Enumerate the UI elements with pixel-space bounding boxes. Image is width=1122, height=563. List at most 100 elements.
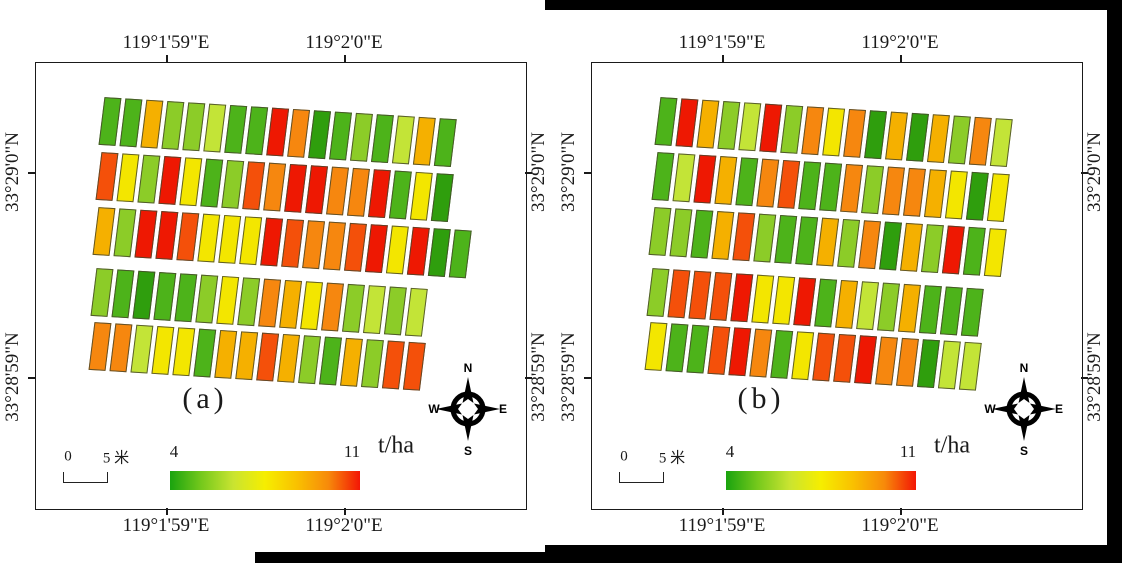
field-plot: [172, 327, 196, 377]
axis-tick: [525, 377, 532, 379]
field-plot: [665, 323, 689, 373]
field-plot: [305, 165, 329, 215]
field-plot: [690, 209, 714, 259]
legend-min-label: 4: [725, 442, 735, 461]
scale-bar: [619, 472, 664, 483]
scale-distance-label: 5 米: [658, 450, 686, 467]
field-plot: [937, 340, 961, 390]
field-plot: [98, 97, 122, 146]
scale-distance-label: 5 米: [102, 450, 130, 467]
field-plot: [116, 153, 140, 203]
field-plot: [200, 158, 224, 208]
field-plot: [284, 163, 308, 213]
lat-label-right-lower: 33°28'59"N: [528, 332, 549, 422]
field-plot: [843, 108, 867, 158]
field-plot: [214, 330, 238, 379]
field-plot: [277, 333, 301, 383]
field-plot: [137, 154, 161, 204]
field-plot: [281, 218, 305, 268]
axis-tick: [722, 508, 724, 515]
field-plot: [308, 110, 332, 160]
compass-north-spike: [462, 377, 474, 403]
field-plot: [412, 116, 436, 166]
field-plot: [221, 160, 245, 209]
compass-s-label: S: [1020, 444, 1028, 458]
field-plot: [388, 170, 412, 220]
field-plot: [260, 217, 284, 267]
scale-zero-label: 0: [620, 448, 628, 465]
compass-south-spike: [462, 415, 474, 441]
field-plot: [861, 165, 885, 215]
field-plot: [780, 105, 804, 154]
field-plot: [822, 107, 846, 157]
field-plot: [903, 167, 926, 217]
legend-max-label: 11: [899, 442, 917, 461]
axis-tick: [166, 55, 168, 62]
field-plot: [965, 171, 989, 221]
field-plot: [732, 212, 756, 262]
field-plot: [258, 278, 282, 328]
field-plot: [738, 102, 762, 152]
field-plot: [693, 154, 717, 204]
field-plot: [879, 221, 902, 271]
compass-rose-icon: N S W E: [428, 361, 507, 458]
lat-label-right-upper: 33°29'0"N: [528, 132, 549, 212]
field-plot: [885, 111, 908, 161]
compass-n-label: N: [464, 361, 473, 375]
map-panel-b: 119°1'59"E 119°2'0"E 119°1'59"E 119°2'0"…: [556, 0, 1117, 563]
field-plot: [130, 324, 154, 374]
field-plot: [877, 282, 900, 332]
axis-tick: [166, 508, 168, 515]
lat-label-left-upper: 33°29'0"N: [558, 132, 579, 212]
field-plot: [837, 218, 861, 268]
field-plot: [816, 217, 840, 267]
field-plot: [882, 166, 905, 216]
axis-tick: [584, 172, 591, 174]
field-plot: [344, 222, 367, 272]
field-plot: [728, 327, 752, 377]
scale-zero-label: 0: [64, 448, 72, 465]
field-plot: [688, 270, 712, 320]
field-plot: [362, 285, 386, 335]
map-frame: [591, 62, 1083, 510]
axis-tick: [28, 377, 35, 379]
field-plot: [730, 273, 754, 323]
axis-tick: [344, 508, 346, 515]
field-plot: [900, 222, 923, 272]
compass-north-spike: [1018, 377, 1030, 403]
field-plot: [350, 112, 373, 162]
field-plot: [941, 225, 965, 275]
field-plot: [947, 115, 971, 165]
field-plot: [326, 166, 349, 216]
field-plot: [791, 331, 815, 381]
field-plot: [119, 98, 143, 148]
lat-label-right-lower: 33°28'59"N: [1084, 332, 1105, 422]
axis-tick: [344, 55, 346, 62]
field-plot: [367, 169, 391, 219]
field-plot: [92, 207, 116, 256]
field-plot: [287, 108, 311, 158]
field-plot: [669, 208, 693, 258]
compass-n-label: N: [1020, 361, 1029, 375]
panel-label: (a): [182, 382, 228, 415]
field-plot: [427, 228, 451, 277]
field-plot: [235, 331, 259, 381]
axis-tick: [900, 508, 902, 515]
field-plot: [814, 278, 838, 328]
field-plot: [920, 224, 944, 274]
field-plot: [224, 105, 248, 154]
compass-south-spike: [1018, 415, 1030, 441]
field-plot: [840, 163, 864, 213]
panel-label: (b): [737, 382, 785, 415]
lon-label-top-right: 119°2'0"E: [305, 32, 383, 53]
lat-label-left-lower: 33°28'59"N: [2, 332, 23, 422]
field-plot: [132, 270, 156, 320]
map-panel-a: 119°1'59"E 119°2'0"E 119°1'59"E 119°2'0"…: [2, 32, 549, 536]
field-plot: [812, 332, 836, 382]
field-plot: [675, 98, 699, 148]
field-plot: [686, 324, 710, 374]
field-plot: [918, 285, 942, 335]
field-plot: [962, 226, 986, 276]
field-plot: [819, 162, 843, 212]
